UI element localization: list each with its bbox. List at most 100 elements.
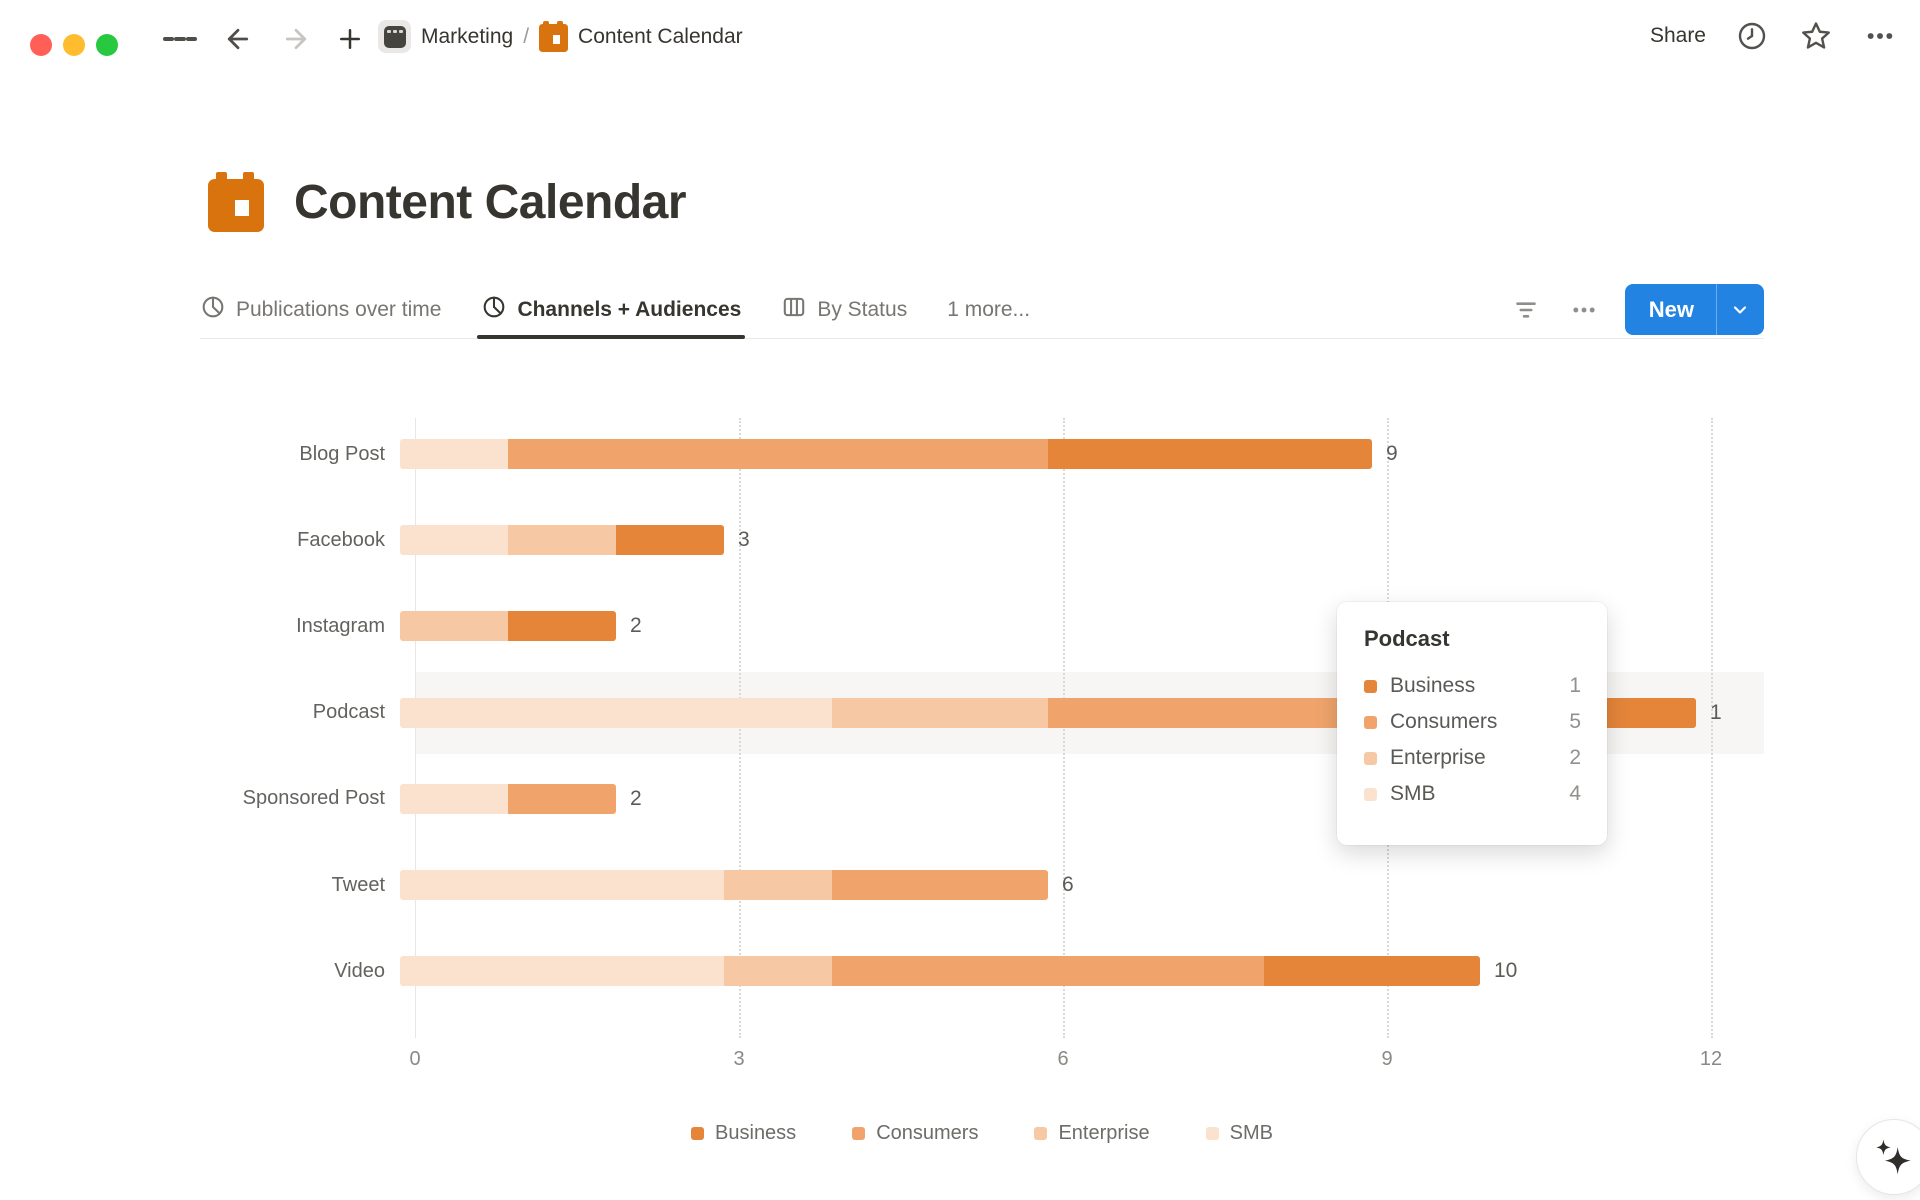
tab-channels-audiences[interactable]: Channels + Audiences [477, 281, 746, 339]
x-tick-label-3: 3 [733, 1048, 745, 1070]
share-button[interactable]: Share [1649, 24, 1706, 47]
bar-segment-smb[interactable] [400, 870, 724, 901]
bar-segment-consumers[interactable] [508, 439, 1048, 470]
bar-total-label: 2 [630, 786, 642, 810]
new-page-plus-icon[interactable] [333, 22, 367, 56]
bar-segment-enterprise[interactable] [508, 525, 616, 556]
category-label: Instagram [296, 614, 385, 637]
y-axis-line [415, 418, 416, 1038]
bar-segment-enterprise[interactable] [832, 697, 1048, 728]
bar-segment-consumers[interactable] [508, 783, 616, 814]
legend-item-enterprise[interactable]: Enterprise [1034, 1122, 1150, 1145]
chart-row-sponsored-post[interactable]: Sponsored Post 2 [0, 756, 1920, 842]
tooltip-swatch [1364, 679, 1377, 693]
page-calendar-icon[interactable] [208, 172, 264, 232]
tooltip-series-value: 4 [1569, 782, 1581, 805]
view-tabs: Publications over time Channels + Audienc… [200, 281, 1030, 339]
history-clock-icon[interactable] [1734, 18, 1770, 54]
minimize-window-button[interactable] [63, 34, 85, 56]
zoom-window-button[interactable] [96, 34, 118, 56]
legend-swatch [852, 1127, 866, 1140]
bar-segment-enterprise[interactable] [724, 956, 832, 987]
bar-segment-consumers[interactable] [832, 870, 1048, 901]
tooltip-swatch [1364, 715, 1377, 729]
bar-segment-enterprise[interactable] [724, 870, 832, 901]
bar-total-label: 1 [1710, 700, 1722, 724]
tooltip-row-business: Business 1 [1364, 668, 1581, 704]
chart-row-instagram[interactable]: Instagram 2 [0, 583, 1920, 669]
bar-segment-business[interactable] [1264, 956, 1480, 987]
window-titlebar: Marketing / Content Calendar Share [0, 0, 1920, 72]
bar-segment-smb[interactable] [400, 697, 832, 728]
chevron-down-icon[interactable] [1717, 300, 1764, 320]
more-options-icon[interactable] [1862, 18, 1898, 54]
legend-item-smb[interactable]: SMB [1205, 1122, 1273, 1145]
view-more-icon[interactable] [1567, 293, 1601, 327]
pie-chart-icon [200, 294, 226, 326]
new-button[interactable]: New [1624, 284, 1764, 335]
chart-row-facebook[interactable]: Facebook 3 [0, 497, 1920, 583]
tooltip-series-label: Business [1390, 674, 1476, 697]
chart-row-blog-post[interactable]: Blog Post 9 [0, 411, 1920, 497]
breadcrumb-workspace[interactable]: Marketing [421, 24, 514, 48]
stacked-bar[interactable] [400, 870, 1048, 901]
category-label: Tweet [331, 873, 385, 896]
tab-1-more-[interactable]: 1 more... [947, 281, 1030, 338]
chart-row-podcast[interactable]: Podcast 1 [0, 670, 1920, 756]
view-tabs-bar: Publications over time Channels + Audienc… [200, 281, 1764, 339]
ai-assistant-button[interactable] [1856, 1119, 1920, 1195]
stacked-bar-chart: Blog Post 9 Facebook 3 Instagram 2 Podcast 1 Spo… [0, 360, 1920, 1160]
bar-segment-smb[interactable] [400, 439, 508, 470]
tab-label: 1 more... [947, 297, 1031, 321]
workspace-icon[interactable] [378, 20, 411, 53]
stacked-bar[interactable] [400, 956, 1480, 987]
sidebar-menu-icon[interactable] [163, 22, 197, 56]
gridline-x-12 [1711, 418, 1713, 1038]
bar-segment-enterprise[interactable] [400, 611, 508, 642]
bar-segment-business[interactable] [616, 525, 724, 556]
sparkle-icon [1876, 1139, 1911, 1175]
legend-item-business[interactable]: Business [691, 1122, 796, 1145]
bar-segment-smb[interactable] [400, 783, 508, 814]
chart-row-video[interactable]: Video 10 [0, 928, 1920, 1014]
tab-label: Publications over time [236, 297, 442, 321]
back-icon[interactable] [221, 22, 255, 56]
chart-legend: Business Consumers Enterprise SMB [200, 1122, 1764, 1145]
new-button-label[interactable]: New [1648, 296, 1694, 322]
bar-segment-smb[interactable] [400, 956, 724, 987]
tooltip-series-value: 5 [1569, 710, 1581, 733]
bar-segment-smb[interactable] [400, 525, 508, 556]
breadcrumb-page[interactable]: Content Calendar [578, 24, 743, 48]
tooltip-row-enterprise: Enterprise 2 [1364, 740, 1581, 776]
bar-segment-consumers[interactable] [832, 956, 1264, 987]
stacked-bar[interactable] [400, 439, 1372, 470]
legend-item-consumers[interactable]: Consumers [852, 1122, 978, 1145]
stacked-bar[interactable] [400, 783, 616, 814]
tooltip-series-label: Consumers [1390, 710, 1498, 733]
bar-segment-business[interactable] [1048, 439, 1372, 470]
window-controls [30, 34, 118, 56]
tooltip-title: Podcast [1364, 626, 1450, 651]
bar-total-label: 2 [630, 614, 642, 638]
tooltip-swatch [1364, 787, 1377, 801]
tab-by-status[interactable]: By Status [781, 281, 907, 338]
stacked-bar[interactable] [400, 611, 616, 642]
page-header: Content Calendar [208, 172, 687, 232]
new-button-divider [1716, 284, 1717, 335]
category-label: Blog Post [299, 442, 385, 465]
bar-total-label: 3 [738, 528, 750, 552]
stacked-bar[interactable] [400, 525, 724, 556]
x-tick-label-0: 0 [409, 1048, 421, 1070]
bar-total-label: 9 [1386, 442, 1398, 466]
forward-icon[interactable] [279, 22, 313, 56]
filter-icon[interactable] [1509, 293, 1543, 327]
close-window-button[interactable] [30, 34, 52, 56]
chart-row-tweet[interactable]: Tweet 6 [0, 842, 1920, 928]
legend-label: Consumers [876, 1122, 979, 1144]
bar-segment-business[interactable] [508, 611, 616, 642]
legend-label: Business [715, 1122, 797, 1144]
favorite-star-icon[interactable] [1798, 18, 1834, 54]
bar-total-label: 6 [1062, 873, 1074, 897]
tab-publications-over-time[interactable]: Publications over time [200, 281, 441, 338]
